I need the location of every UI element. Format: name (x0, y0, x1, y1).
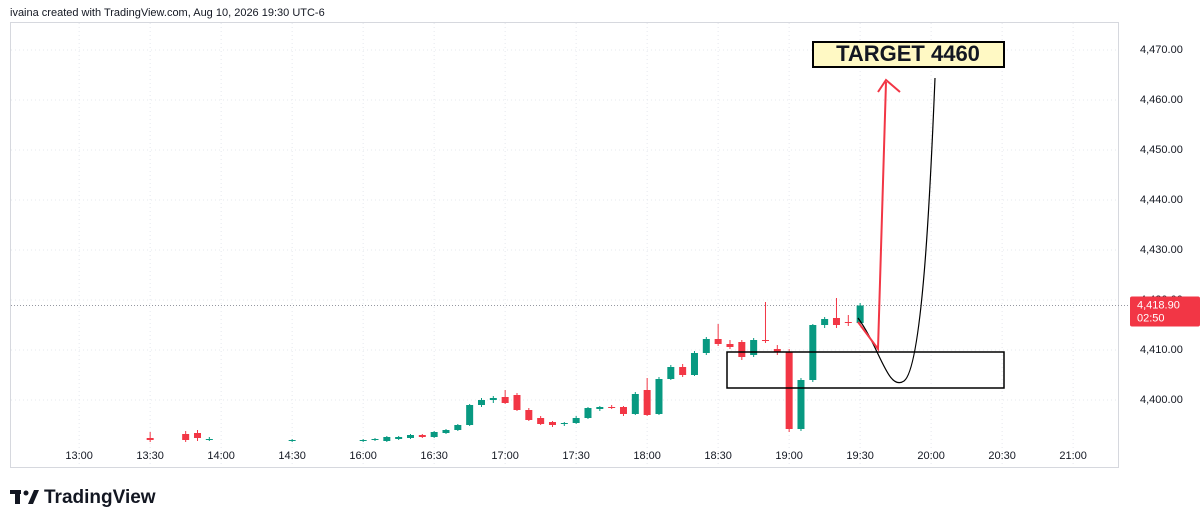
plot-frame (10, 22, 1119, 468)
logo-icon (10, 490, 39, 504)
candle-body (454, 425, 462, 430)
candle-body (608, 407, 616, 408)
candle-body (442, 430, 450, 433)
candle-body (797, 380, 805, 429)
candle-body (679, 367, 687, 375)
candle-body (205, 439, 213, 440)
candle-body (631, 394, 639, 414)
candle-body (856, 305, 864, 323)
candle-body (501, 397, 509, 403)
candles (146, 298, 864, 442)
x-tick-label: 18:00 (633, 450, 661, 462)
x-tick-label: 16:30 (420, 450, 448, 462)
x-tick-label: 13:30 (136, 450, 164, 462)
x-tick-label: 16:00 (349, 450, 377, 462)
x-tick-label: 17:30 (562, 450, 590, 462)
x-tick-label: 20:30 (988, 450, 1016, 462)
candle-body (146, 438, 154, 440)
candle-body (773, 349, 781, 352)
candle-body (430, 432, 438, 437)
x-tick-label: 14:30 (278, 450, 306, 462)
candle-body (560, 423, 568, 424)
candle-body (288, 440, 296, 441)
candle-body (702, 339, 710, 353)
last-price-tag (1130, 296, 1200, 327)
candle-body (761, 340, 769, 341)
y-tick-label: 4,430.00 (1140, 244, 1183, 256)
candle-body (182, 434, 190, 440)
candle-body (667, 367, 675, 379)
y-tick-label: 4,400.00 (1140, 394, 1183, 406)
candle-body (489, 398, 497, 400)
candle-body (785, 352, 793, 429)
candle-body (525, 410, 533, 420)
candle-body (477, 400, 485, 405)
zone-box (726, 351, 1005, 389)
x-tick-label: 18:30 (704, 450, 732, 462)
x-tick-label: 14:00 (207, 450, 235, 462)
candle-body (548, 422, 556, 425)
x-tick-label: 19:00 (775, 450, 803, 462)
candle-body (655, 379, 663, 414)
arrow-head (877, 78, 901, 93)
candle-body (584, 408, 592, 418)
y-tick-label: 4,410.00 (1140, 344, 1183, 356)
candle-body (513, 395, 521, 410)
candle-body (193, 433, 201, 438)
x-tick-label: 13:00 (65, 450, 93, 462)
candle-body (726, 344, 734, 347)
target-box (812, 41, 1005, 68)
x-tick-label: 19:30 (846, 450, 874, 462)
candle-body (832, 318, 840, 325)
last-price-label: 4,418.90 (1137, 299, 1180, 311)
candle-body (714, 339, 722, 344)
candle-body (418, 435, 426, 437)
candle-body (359, 440, 367, 441)
x-tick-label: 21:00 (1059, 450, 1087, 462)
candle-body (406, 435, 414, 438)
candle-body (643, 390, 651, 415)
candle-body (844, 322, 852, 323)
projection-curve (857, 77, 936, 384)
candle-body (596, 407, 604, 409)
candle-body (466, 405, 474, 425)
candle-body (371, 439, 379, 440)
grid (11, 23, 1130, 467)
x-tick-label: 20:00 (917, 450, 945, 462)
y-tick-label: 4,470.00 (1140, 44, 1183, 56)
y-tick-label: 4,440.00 (1140, 194, 1183, 206)
target-label: TARGET 4460 (836, 41, 980, 66)
header: ivaina created with TradingView.com, Aug… (10, 7, 325, 19)
logo-text: TradingView (44, 487, 156, 508)
y-tick-label: 4,450.00 (1140, 144, 1183, 156)
candle-body (383, 437, 391, 441)
x-tick-label: 17:00 (491, 450, 519, 462)
candle-body (395, 437, 403, 439)
candle-body (690, 353, 698, 375)
axis-labels: 4,400.004,410.004,420.004,430.004,440.00… (65, 44, 1200, 462)
candle-body (821, 319, 829, 325)
y-tick-label: 4,460.00 (1140, 94, 1183, 106)
countdown-label: 02:50 (1137, 312, 1165, 324)
candle-body (537, 418, 545, 424)
candle-body (572, 418, 580, 423)
candle-body (750, 340, 758, 355)
target-arrow (857, 81, 887, 352)
candle-body (619, 407, 627, 414)
candle-body (738, 342, 746, 357)
